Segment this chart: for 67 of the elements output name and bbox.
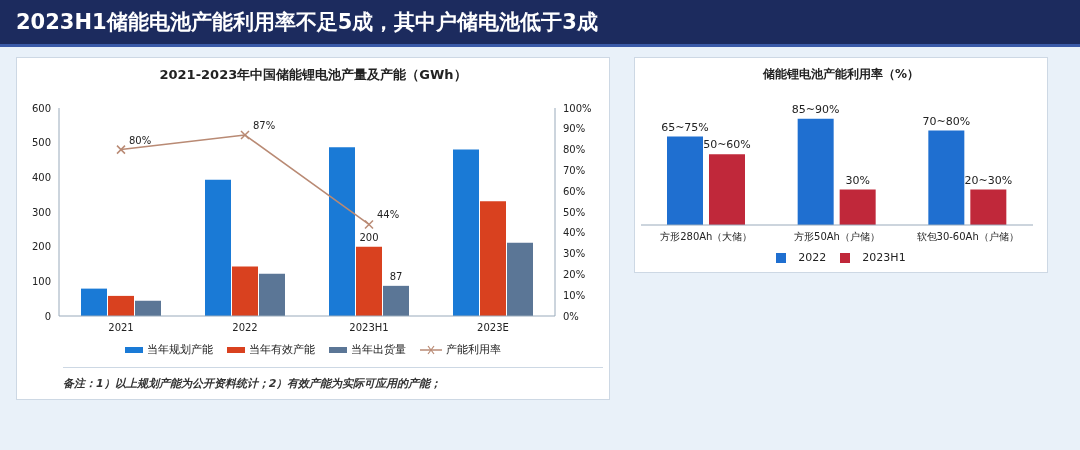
y2-tick-label: 40% bbox=[563, 227, 586, 239]
y2-tick-label: 0% bbox=[563, 310, 579, 322]
legend-label: 产能利用率 bbox=[445, 342, 501, 357]
x-tick-label: 2022 bbox=[232, 322, 258, 334]
bar bbox=[232, 266, 258, 316]
data-label: 87% bbox=[253, 120, 276, 132]
data-label: 65~75% bbox=[661, 120, 709, 134]
point bbox=[116, 144, 126, 155]
y2-tick-label: 50% bbox=[563, 206, 586, 218]
data-label: 200 bbox=[359, 231, 379, 243]
bar bbox=[205, 179, 231, 316]
bar bbox=[356, 246, 382, 316]
data-label: 30% bbox=[845, 173, 870, 187]
legend-label: 当年有效产能 bbox=[248, 342, 315, 357]
y2-tick-label: 90% bbox=[563, 123, 586, 135]
y2-tick-label: 10% bbox=[563, 289, 586, 301]
y-tick-label: 500 bbox=[31, 137, 51, 149]
y2-tick-label: 100% bbox=[563, 102, 592, 114]
x-tick-label: 软包30-60Ah（户储） bbox=[916, 231, 1019, 243]
legend-label: 当年规划产能 bbox=[146, 342, 213, 357]
bar bbox=[135, 300, 161, 316]
y2-tick-label: 80% bbox=[563, 144, 586, 156]
bar bbox=[797, 118, 834, 225]
legend-label: 当年出货量 bbox=[350, 342, 406, 357]
data-label: 70~80% bbox=[922, 114, 971, 128]
y2-tick-label: 30% bbox=[563, 248, 586, 260]
x-tick-label: 2021 bbox=[108, 322, 134, 334]
x-tick-label: 方形50Ah（户储） bbox=[794, 231, 880, 243]
text: 2023H1储能电池产能利用率不足5成，其中户储电池低于3成 bbox=[0, 0, 1080, 47]
data-label: 87 bbox=[389, 270, 403, 282]
data-label: 80% bbox=[129, 134, 152, 146]
bar bbox=[480, 201, 506, 316]
point bbox=[240, 130, 250, 140]
chart-title: 2021-2023年中国储能锂电池产量及产能（GWh） bbox=[158, 66, 468, 84]
y-tick-label: 200 bbox=[31, 241, 51, 253]
bar bbox=[383, 285, 409, 316]
bar bbox=[259, 273, 285, 316]
bar bbox=[709, 154, 745, 225]
data-label: 20~30% bbox=[964, 173, 1013, 187]
point bbox=[364, 219, 374, 230]
bar bbox=[667, 136, 703, 225]
legend-label: 2023H1 bbox=[861, 251, 906, 264]
x-tick-label: 2023H1 bbox=[349, 322, 389, 334]
bar bbox=[81, 288, 107, 316]
bar bbox=[928, 130, 965, 225]
bar bbox=[507, 242, 533, 316]
data-label: 44% bbox=[377, 209, 400, 221]
bar bbox=[453, 149, 479, 316]
data-label: 85~90% bbox=[791, 102, 840, 116]
y-tick-label: 400 bbox=[31, 171, 51, 183]
y-tick-label: 300 bbox=[31, 206, 51, 218]
bar bbox=[839, 189, 876, 225]
text: 备注：1）以上规划产能为公开资料统计；2）有效产能为实际可应用的产能； bbox=[63, 367, 603, 391]
y-tick-label: 0 bbox=[44, 310, 51, 322]
y2-tick-label: 60% bbox=[563, 185, 586, 197]
bar bbox=[108, 295, 134, 316]
x-tick-label: 方形280Ah（大储） bbox=[660, 231, 753, 243]
y-tick-label: 600 bbox=[31, 102, 51, 114]
y2-tick-label: 70% bbox=[563, 164, 586, 176]
y2-tick-label: 20% bbox=[563, 268, 586, 280]
y-tick-label: 100 bbox=[31, 275, 51, 287]
bar bbox=[329, 147, 355, 316]
x-tick-label: 2023E bbox=[477, 322, 509, 334]
legend-label: 2022 bbox=[797, 251, 827, 264]
chart-title: 储能锂电池产能利用率（%） bbox=[762, 66, 920, 83]
bar bbox=[970, 189, 1007, 225]
data-label: 50~60% bbox=[703, 138, 751, 152]
